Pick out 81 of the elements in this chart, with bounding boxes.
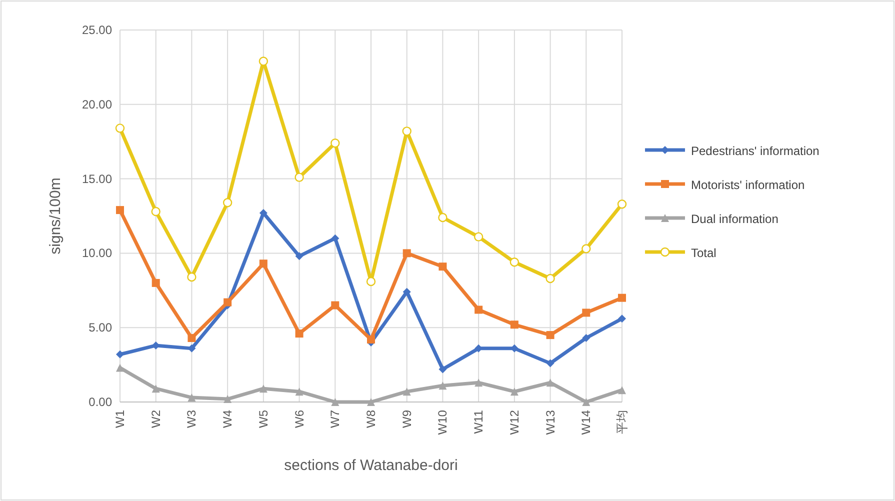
point [152,384,160,393]
point [438,365,447,374]
point [510,388,518,396]
point [402,249,411,258]
x-tick-label: W9 [400,410,414,428]
point [259,260,268,268]
point [582,398,590,406]
x-tick-label: W1 [113,410,127,428]
point [187,272,196,282]
point [366,276,376,286]
y-tick-label: 0.00 [88,395,112,409]
x-tick-label: 平均 [615,410,629,434]
y-tick-label: 10.00 [82,246,112,260]
point [546,274,555,284]
point [474,232,484,242]
point [546,378,554,387]
point [474,378,483,387]
point [582,308,590,317]
x-tick-label: W7 [328,410,342,428]
point [116,364,124,372]
point [367,398,375,406]
y-axis-title: signs/100m [47,178,64,254]
x-axis-title: sections of Watanabe-dori [284,457,458,474]
point [224,298,232,306]
point [402,388,411,396]
point [402,288,411,296]
point [258,56,268,66]
point [152,278,160,287]
point [330,138,340,148]
x-tick-label: W5 [256,410,270,428]
point [367,336,375,344]
x-tick-label: W10 [436,410,450,435]
legend-label: Total [691,246,716,260]
x-tick-label: W3 [184,410,199,428]
point [188,334,196,342]
point [618,314,626,323]
point [438,382,447,390]
point [618,386,626,394]
point [582,244,591,254]
point [582,334,590,342]
point [617,199,627,209]
x-tick-label: W14 [579,410,594,435]
point [295,388,304,396]
point [438,262,447,271]
y-tick-label: 20.00 [82,97,112,112]
point [474,306,483,314]
y-tick-label: 5.00 [88,320,112,335]
legend-label: Dual information [691,212,778,226]
point [510,320,518,329]
x-tick-label: W4 [220,410,235,428]
y-tick-label: 15.00 [82,172,112,186]
y-tick-label: 25.00 [82,23,112,37]
x-tick-label: W11 [472,410,486,434]
point [331,234,340,242]
point [618,294,626,302]
x-tick-label: W8 [364,410,378,428]
point [331,398,340,406]
point [151,206,160,216]
point [224,395,232,404]
point [510,258,520,267]
point [116,206,124,214]
point [115,124,125,133]
point [259,209,268,218]
point [294,172,304,182]
point [438,212,448,222]
point [295,330,304,338]
point [259,384,268,393]
legend-label: Pedestrians' information [691,144,820,158]
point [222,198,232,208]
point [546,359,554,368]
x-tick-label: W6 [292,410,306,428]
x-tick-label: W13 [543,410,558,435]
point [331,301,340,310]
point [546,331,554,340]
x-tick-label: W2 [148,410,163,428]
point [188,394,196,402]
point [295,252,304,260]
point [402,126,412,136]
point [116,350,124,358]
x-tick-label: W12 [507,410,522,435]
legend-label: Motorists' information [691,178,805,192]
